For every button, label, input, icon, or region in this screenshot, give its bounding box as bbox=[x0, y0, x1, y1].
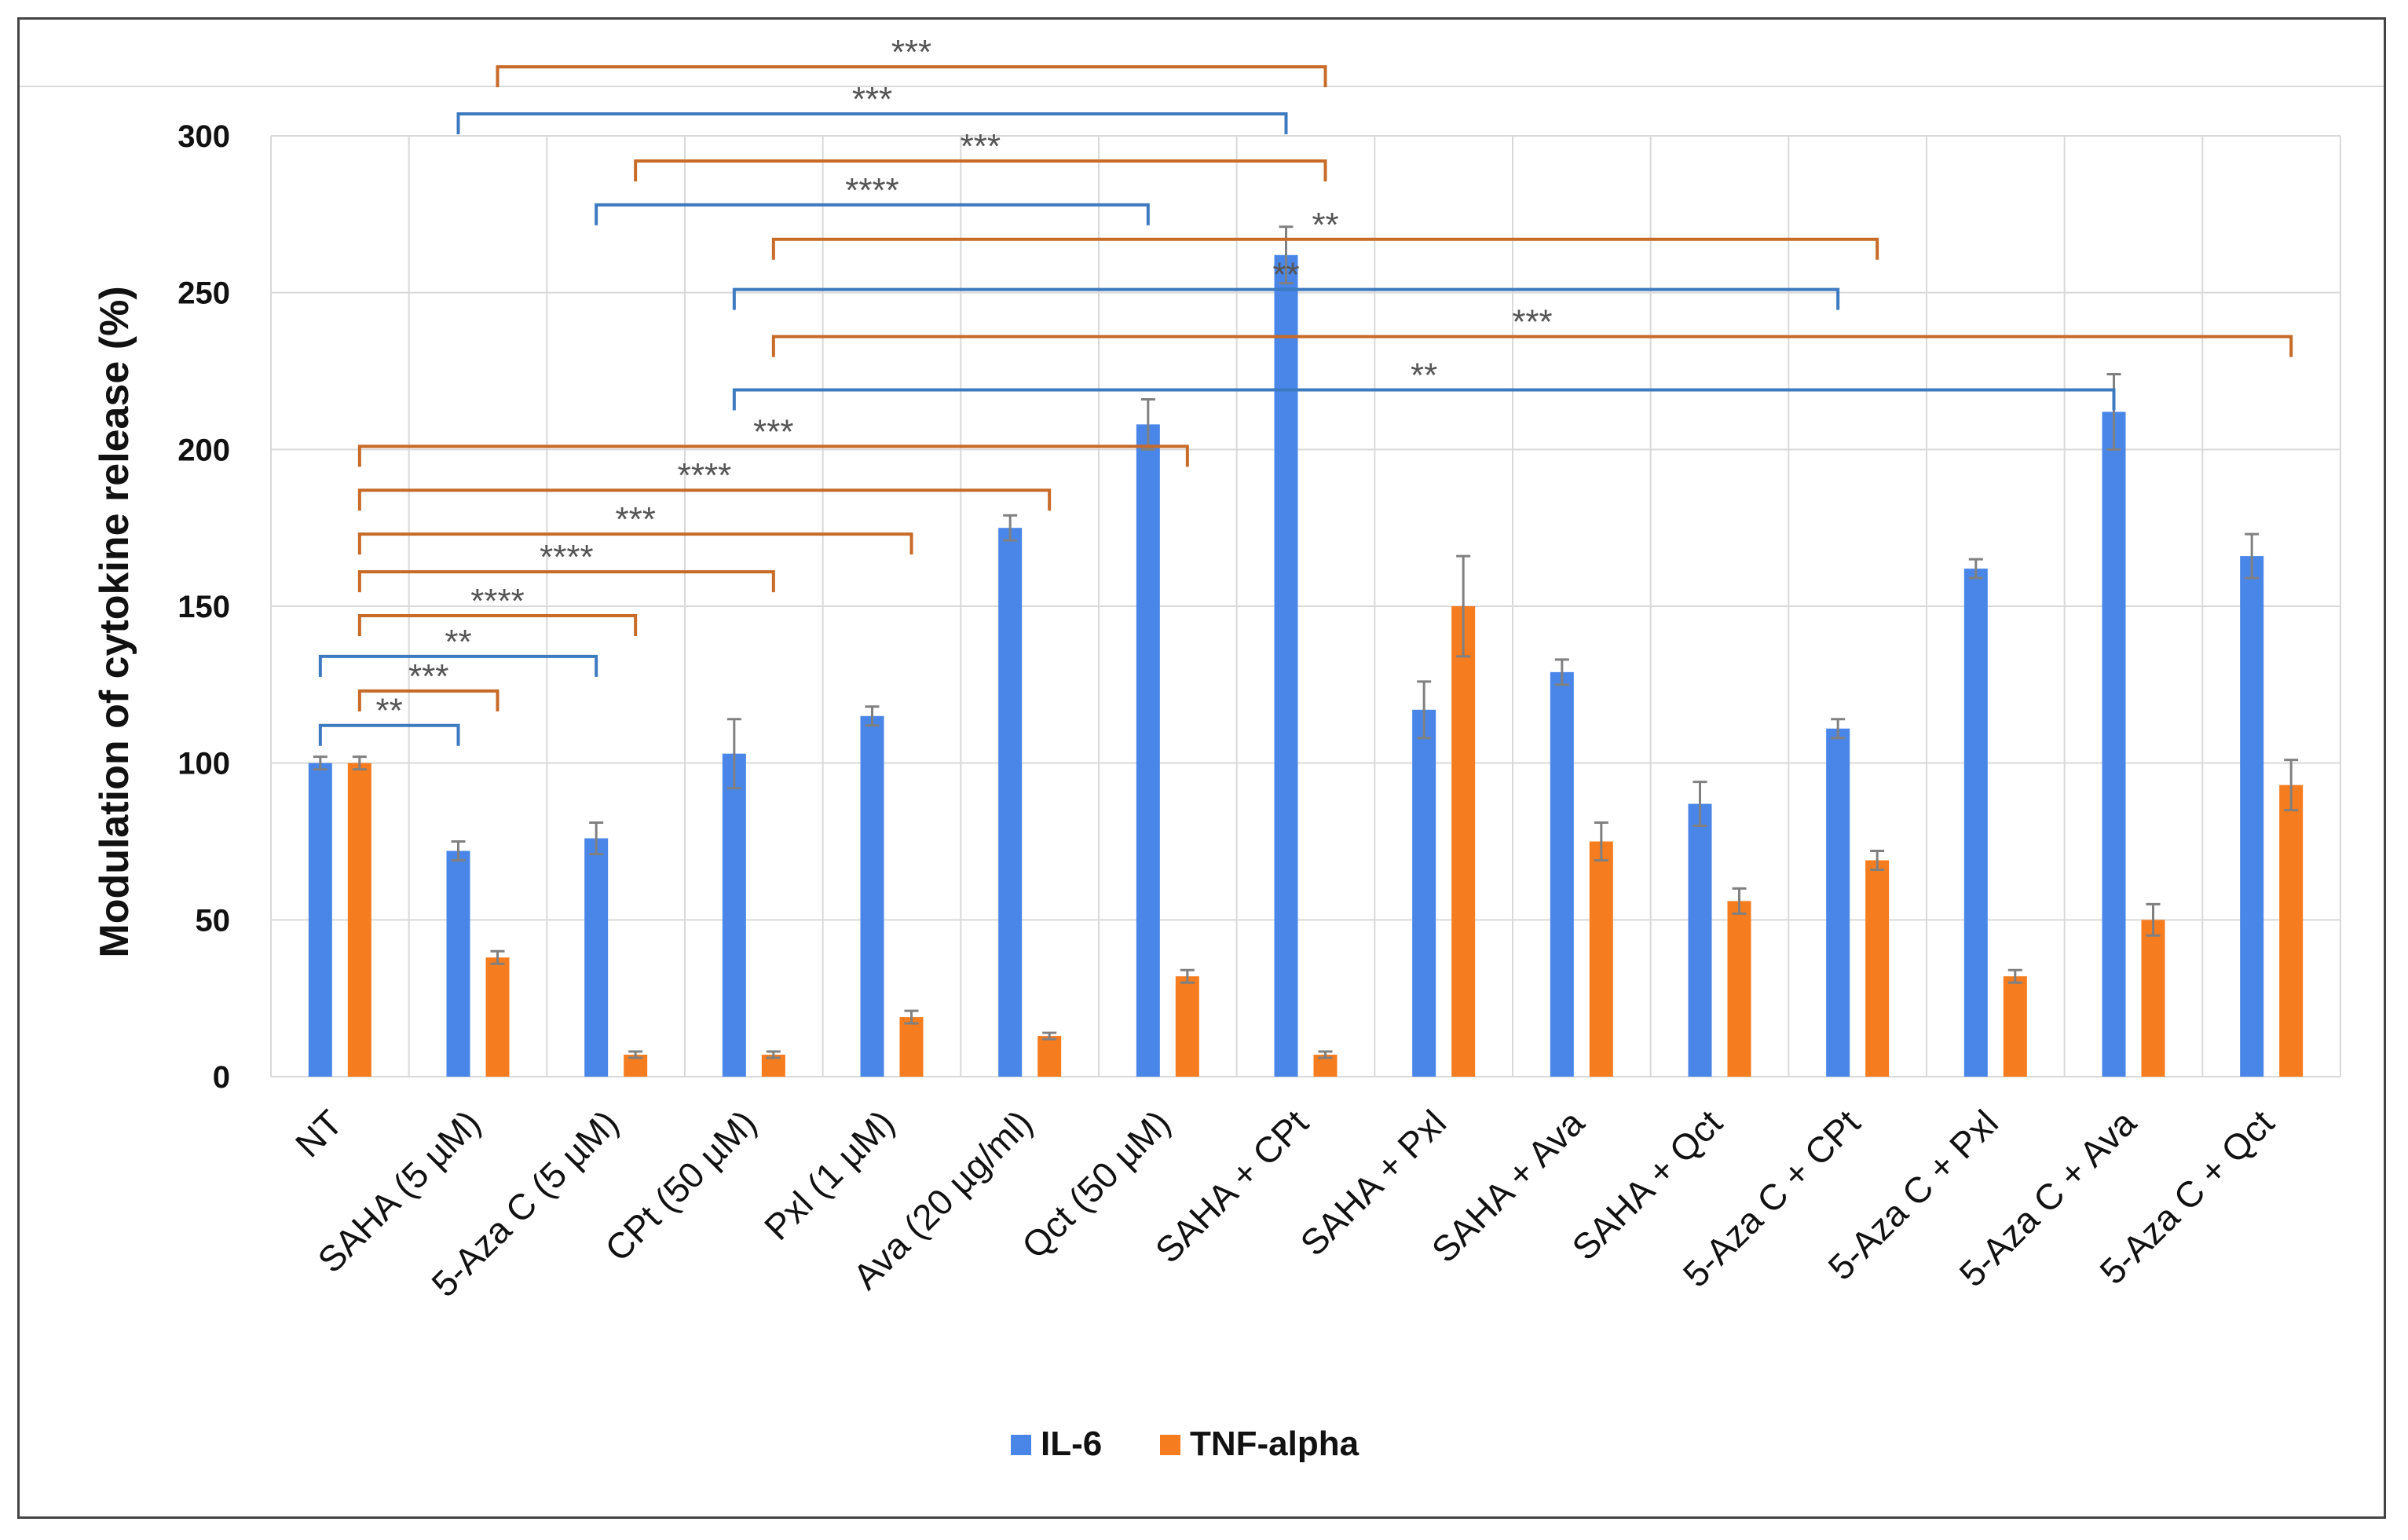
bar-tnf-alpha bbox=[1037, 1036, 1062, 1077]
bar-tnf-alpha bbox=[1451, 606, 1476, 1077]
significance-label: **** bbox=[470, 582, 525, 620]
y-tick-label: 50 bbox=[196, 903, 231, 938]
chart-background bbox=[20, 20, 2384, 1516]
bar-il6 bbox=[584, 838, 609, 1077]
significance-bracket bbox=[634, 159, 1327, 181]
legend-label-il6: IL-6 bbox=[1041, 1425, 1102, 1463]
bar-il6 bbox=[1688, 803, 1712, 1077]
chart-frame: *** *** *** **** ** ** *** ** *** **** *** **** ****… bbox=[17, 17, 2386, 1519]
bar-il6 bbox=[1550, 671, 1574, 1077]
significance-label: ** bbox=[1411, 356, 1437, 394]
significance-bracket bbox=[318, 654, 598, 677]
y-tick-label: 100 bbox=[177, 747, 230, 781]
bar-il6 bbox=[2240, 556, 2264, 1077]
significance-bracket bbox=[732, 388, 2116, 411]
bar-il6 bbox=[1826, 728, 1850, 1077]
significance-bracket bbox=[357, 532, 913, 555]
significance-label: ** bbox=[1312, 206, 1338, 244]
y-tick-label: 250 bbox=[177, 276, 230, 311]
legend-label-tnf-alpha: TNF-alpha bbox=[1190, 1425, 1360, 1463]
significance-bracket bbox=[357, 444, 1189, 467]
significance-label: ** bbox=[376, 692, 403, 730]
significance-label: *** bbox=[615, 500, 655, 539]
significance-label: *** bbox=[408, 657, 448, 696]
bar-il6 bbox=[998, 528, 1023, 1077]
y-tick-label: 300 bbox=[177, 119, 230, 154]
significance-bracket bbox=[771, 335, 2293, 357]
significance-label: **** bbox=[540, 538, 594, 576]
bar-tnf-alpha bbox=[347, 763, 371, 1077]
error-bars-group bbox=[313, 225, 2299, 1059]
bar-tnf-alpha bbox=[2141, 920, 2165, 1077]
legend: IL-6 TNF-alpha bbox=[1011, 1425, 1360, 1463]
significance-bracket bbox=[357, 689, 500, 711]
bar-il6 bbox=[1963, 569, 1988, 1077]
significance-bracket bbox=[771, 237, 1879, 260]
y-axis-ticks: 0 50 100 150 200 250 300 bbox=[177, 119, 230, 1095]
legend-swatch-tnf-alpha bbox=[1160, 1435, 1180, 1455]
bar-il6 bbox=[308, 763, 332, 1077]
significance-label: *** bbox=[852, 80, 892, 119]
bar-tnf-alpha bbox=[2003, 976, 2027, 1077]
bar-chart: ****************************************… bbox=[20, 20, 2384, 1516]
bar-tnf-alpha bbox=[2279, 785, 2304, 1077]
significance-label: *** bbox=[891, 33, 931, 71]
y-tick-label: 200 bbox=[177, 433, 230, 467]
bar-il6 bbox=[722, 753, 746, 1077]
significance-brackets-group: ****************************************… bbox=[318, 33, 2293, 746]
bar-tnf-alpha bbox=[1175, 976, 1199, 1077]
significance-label: *** bbox=[753, 412, 793, 451]
significance-bracket bbox=[496, 65, 1327, 88]
y-tick-label: 150 bbox=[177, 590, 230, 624]
significance-bracket bbox=[456, 112, 1288, 135]
bar-tnf-alpha bbox=[1589, 841, 1613, 1077]
bar-tnf-alpha bbox=[1865, 860, 1890, 1077]
significance-bracket bbox=[732, 287, 1840, 310]
bar-il6 bbox=[446, 850, 470, 1077]
significance-label: **** bbox=[678, 456, 732, 495]
bar-il6 bbox=[1274, 254, 1298, 1077]
bars-group bbox=[308, 254, 2304, 1077]
significance-bracket bbox=[357, 570, 775, 593]
y-tick-label: 0 bbox=[213, 1060, 230, 1095]
significance-label: *** bbox=[1512, 303, 1552, 342]
significance-bracket bbox=[318, 723, 460, 746]
bar-tnf-alpha bbox=[899, 1017, 924, 1077]
bar-il6 bbox=[2102, 412, 2126, 1077]
legend-swatch-il6 bbox=[1011, 1435, 1031, 1455]
significance-label: **** bbox=[845, 171, 899, 210]
y-axis-label: Modulation of cytokine release (%) bbox=[92, 286, 137, 957]
significance-label: ** bbox=[445, 623, 471, 661]
significance-bracket bbox=[595, 203, 1150, 225]
bar-il6 bbox=[1412, 709, 1436, 1077]
significance-label: ** bbox=[1272, 256, 1299, 294]
bar-il6 bbox=[860, 715, 884, 1077]
bar-tnf-alpha bbox=[1727, 901, 1751, 1077]
significance-label: *** bbox=[961, 127, 1001, 166]
horizontal-gridlines bbox=[271, 135, 2340, 1077]
significance-bracket bbox=[357, 488, 1052, 511]
bar-tnf-alpha bbox=[485, 957, 510, 1077]
bar-il6 bbox=[1136, 424, 1160, 1077]
significance-bracket bbox=[357, 613, 638, 636]
